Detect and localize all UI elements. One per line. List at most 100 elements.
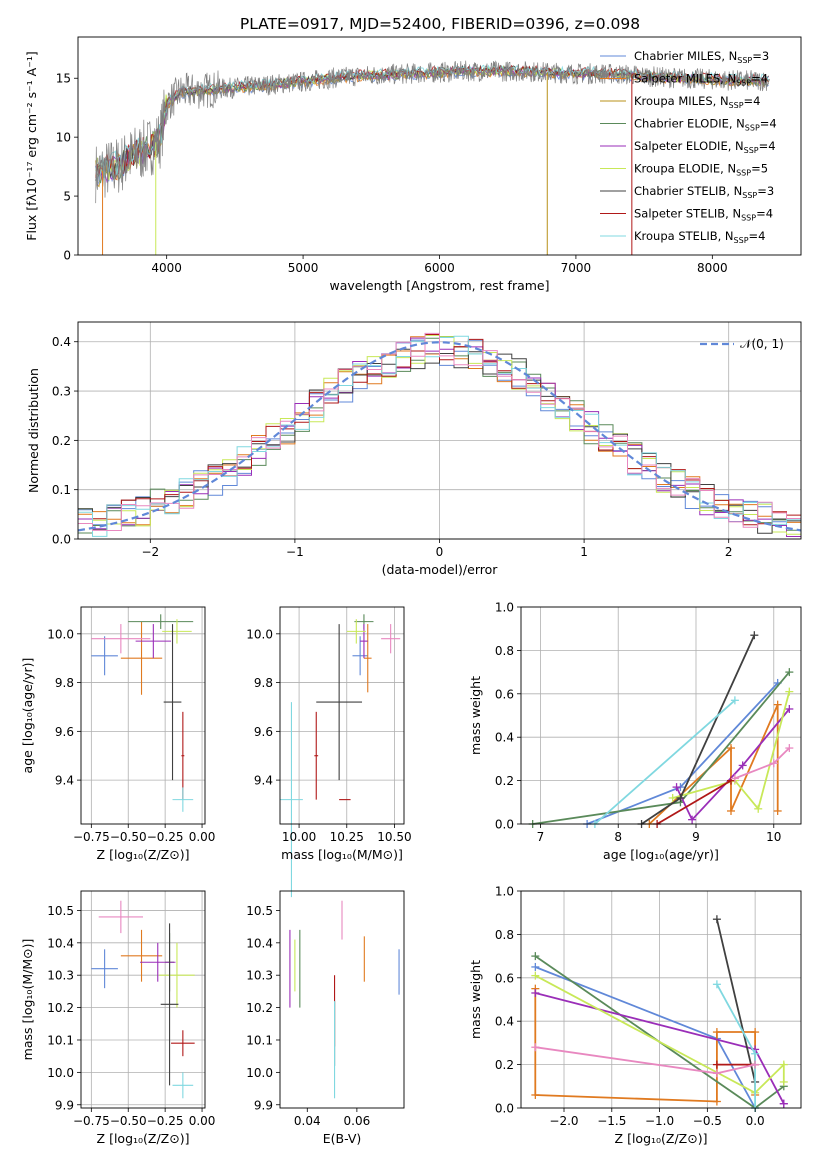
y-tick-label: 0.0 [52,533,71,547]
errorbar-point [135,624,172,659]
legend-label-value: =4 [749,229,766,243]
legend-label-value: =4 [756,207,773,221]
y-tick-label: 0.2 [495,774,514,788]
plot-area-age-vs-z [91,614,194,812]
errorbar-point [381,624,401,654]
legend-label-value: =3 [757,184,774,198]
weight-line [675,708,790,822]
y-tick-label: 10.3 [47,969,74,983]
x-tick-label: 5000 [288,261,319,275]
weight-marker [751,1028,760,1037]
legend-label-subscript: SSP [736,79,751,88]
legend-label-subscript: SSP [742,191,757,200]
x-tick-label: −0.25 [147,830,184,844]
axes-frame [520,890,802,1109]
errorbar-point [160,923,179,1086]
legend-label-value: =4 [759,139,776,153]
y-tick-label: 9.8 [254,676,273,690]
weight-marker [751,1060,760,1069]
legend-label-subscript: SSP [736,169,751,178]
errorbar-point [352,636,368,676]
plot-area-mass-vs-ebv [289,900,400,1099]
weight-marker [712,1028,721,1037]
x-axis-label: age [log₁₀(age/yr)] [603,847,719,862]
errorbar-point [316,624,363,781]
errorbar-point [172,787,194,812]
weight-marker [750,631,759,640]
weight-marker [779,1099,788,1108]
weight-marker [730,696,739,705]
x-tick-label: 4000 [151,261,182,275]
y-tick-label: 0.4 [52,335,71,349]
y-tick-label: 0.2 [495,1058,514,1072]
panel-age-vs-z: −0.75 −0.50 −0.25 0.00 9.4 9.6 9.8 10.0 Z [log₁₀… [20,606,216,862]
legend-label: Chabrier STELIB, NSSP=3 [634,184,774,200]
weight-marker [676,793,685,802]
panel-weight-vs-age: 7 8 9 10 0.0 0.2 0.4 0.6 0.8 1.0 age [log₁₀(age/yr… [468,601,802,862]
x-tick-label: 8 [614,830,622,844]
histogram-step [78,332,801,531]
weight-marker [688,815,697,824]
legend-label: Salpeter MILES, NSSP=4 [634,72,768,88]
errorbar-point [91,636,118,676]
legend-label-value: =4 [751,72,768,86]
errorbar-point [171,1030,195,1057]
legend: 𝒩(0, 1) [700,337,784,351]
y-tick-label: 10.4 [246,936,273,950]
axes-frame [80,890,206,1109]
weight-marker [531,1043,540,1052]
weight-marker [712,915,721,924]
weight-marker [531,952,540,961]
y-tick-label: 0.1 [52,483,71,497]
y-tick-label: 0.6 [495,971,514,985]
panel-mass-vs-z: −0.75 −0.50 −0.25 0.00 9.9 10.0 10.1 10.2 10.3 10… [20,890,216,1146]
weight-marker [773,700,782,709]
x-tick-label: 2 [725,545,733,559]
y-tick-label: 1.0 [495,885,514,899]
y-tick-label: 9.6 [254,725,273,739]
legend-label-subscript: SSP [734,236,749,245]
x-tick-label: 0.00 [189,1114,216,1128]
errorbar-point [159,942,195,1008]
legend-label-subscript: SSP [737,56,752,65]
y-tick-label: 0.8 [495,928,514,942]
y-axis-label: mass weight [468,676,483,755]
weight-marker [672,783,681,792]
y-tick-label: 10.2 [246,1001,273,1015]
x-tick-label: 7000 [561,261,592,275]
x-tick-label: −1 [286,545,304,559]
panel-residuals: −2 −1 0 1 2 0.0 0.1 0.2 0.3 0.4 (data-model)/error… [26,321,802,577]
x-tick-label: 10.50 [377,830,411,844]
y-axis-label: Flux [fλ10⁻¹⁷ erg cm⁻² s⁻¹ A⁻¹] [24,51,39,240]
normal-curve [77,341,802,532]
errorbar-point [120,929,163,982]
x-axis-label: Z [log₁₀(Z/Z⊙)] [97,847,190,862]
x-tick-label: 0.00 [189,830,216,844]
legend-label: Kroupa ELODIE, NSSP=5 [634,162,768,178]
legend-label: Kroupa STELIB, NSSP=4 [634,229,765,245]
x-tick-label: 0.06 [344,1114,371,1128]
y-tick-label: 0.4 [495,1015,514,1029]
y-tick-label: 10.1 [47,1033,74,1047]
x-tick-label: −0.75 [73,830,110,844]
x-tick-label: 10 [766,830,781,844]
weight-marker [727,806,735,815]
x-tick-label: −1.5 [597,1114,626,1128]
panel-age-vs-mass: 10.00 10.25 10.50 9.4 9.6 9.8 10.0 mass [log₁₀(… [246,606,412,898]
weight-marker [785,687,794,696]
legend-label-subscript: SSP [741,214,756,223]
weight-marker [785,744,794,753]
axes-frame [520,606,802,825]
y-axis-label: mass weight [468,960,483,1039]
x-tick-label: 7 [537,830,545,844]
errorbar-point [91,624,151,654]
weight-marker [712,1060,721,1069]
errorbar-point [120,621,163,695]
y-tick-label: 9.4 [254,774,273,788]
y-tick-label: 10.5 [47,904,74,918]
weight-marker [738,761,747,770]
weight-marker [754,804,763,813]
axes-frame [77,321,802,540]
weight-marker [785,668,794,677]
